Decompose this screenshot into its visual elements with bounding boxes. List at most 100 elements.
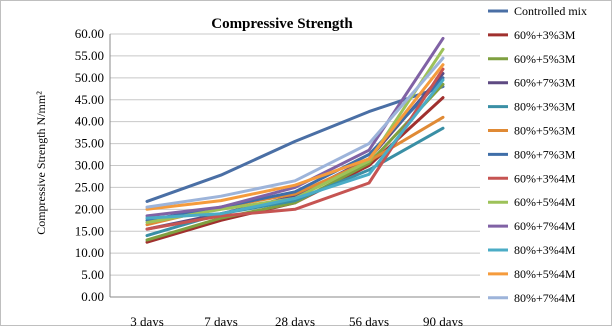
data-point (145, 241, 149, 244)
data-point (367, 168, 371, 172)
legend-item: 60%+3%4M (488, 171, 576, 185)
data-point (441, 72, 445, 75)
y-tick-label: 0.00 (81, 289, 104, 304)
data-point (145, 214, 149, 218)
data-point (219, 208, 223, 211)
data-point (441, 37, 445, 40)
data-point (145, 216, 149, 220)
legend-item: Controlled mix (488, 4, 587, 18)
data-point (441, 116, 445, 119)
data-point (219, 194, 223, 198)
data-point (145, 208, 149, 211)
data-point (441, 76, 445, 80)
data-point (293, 208, 297, 211)
x-tick-label: 56 days (349, 314, 389, 326)
legend-label: 60%+3%4M (514, 171, 576, 185)
y-tick-label: 15.00 (75, 223, 104, 238)
data-point (145, 221, 149, 224)
legend-item: 80%+7%4M (488, 291, 576, 305)
legend-label: Controlled mix (514, 4, 587, 18)
y-tick-label: 50.00 (75, 70, 104, 85)
legend-item: 60%+5%3M (488, 52, 576, 66)
data-point (441, 56, 445, 60)
data-point (145, 205, 149, 209)
data-point (441, 67, 445, 71)
data-point (367, 110, 371, 113)
data-point (145, 238, 149, 242)
y-tick-label: 20.00 (75, 201, 104, 216)
legend-label: 80%+3%4M (514, 243, 576, 257)
data-point (145, 234, 149, 237)
data-point (441, 48, 445, 51)
y-tick-label: 30.00 (75, 158, 104, 173)
legend-item: 60%+3%3M (488, 28, 576, 42)
legend-label: 80%+5%4M (514, 267, 576, 281)
legend-item: 80%+7%3M (488, 147, 576, 161)
legend-label: 80%+3%3M (514, 100, 576, 114)
legend-label: 60%+5%4M (514, 195, 576, 209)
data-point (367, 173, 371, 176)
legend-item: 80%+3%3M (488, 100, 576, 114)
data-point (441, 63, 445, 66)
data-point (367, 157, 371, 161)
data-point (367, 148, 371, 152)
legend-item: 60%+7%3M (488, 76, 576, 90)
y-axis: 0.00 5.00 10.00 15.00 20.00 25.00 30.00 35.00 40… (75, 26, 111, 304)
y-tick-label: 35.00 (75, 136, 104, 151)
data-point (145, 227, 149, 231)
legend-item: 80%+3%4M (488, 243, 576, 257)
x-tick-label: 3 days (130, 314, 164, 326)
y-tick-label: 10.00 (75, 245, 104, 260)
data-point (293, 140, 297, 143)
legend: Controlled mix 60%+3%3M 60%+5%3M 60%+7%3M 80… (488, 4, 587, 305)
legend-label: 60%+7%4M (514, 219, 576, 233)
y-tick-label: 55.00 (75, 48, 104, 63)
legend-item: 80%+5%3M (488, 124, 576, 138)
x-tick-label: 28 days (275, 314, 315, 326)
data-point (145, 223, 149, 226)
legend-label: 80%+7%4M (514, 291, 576, 305)
y-tick-label: 5.00 (81, 267, 104, 282)
data-point (441, 78, 445, 82)
legend-label: 60%+3%3M (514, 28, 576, 42)
data-point (293, 179, 297, 183)
data-point (293, 184, 297, 187)
data-point (219, 212, 223, 215)
legend-label: 80%+5%3M (514, 124, 576, 138)
data-point (293, 197, 297, 200)
y-axis-label: Compressive Strength N/mm² (34, 91, 48, 235)
legend-item: 80%+5%4M (488, 267, 576, 281)
series-lines (145, 36, 445, 244)
data-point (219, 214, 223, 218)
y-tick-label: 40.00 (75, 114, 104, 129)
x-tick-label: 90 days (423, 314, 463, 326)
data-point (441, 127, 445, 130)
legend-item: 60%+5%4M (488, 195, 576, 209)
legend-label: 60%+5%3M (514, 52, 576, 66)
series-group (145, 63, 445, 211)
legend-label: 80%+7%3M (514, 147, 576, 161)
y-tick-label: 25.00 (75, 179, 104, 194)
legend-item: 60%+7%4M (488, 219, 576, 233)
data-point (367, 153, 371, 156)
data-point (145, 200, 149, 203)
y-tick-label: 45.00 (75, 92, 104, 107)
data-point (441, 83, 445, 86)
series-group (145, 56, 445, 209)
y-tick-label: 60.00 (75, 26, 104, 41)
x-tick-label: 7 days (204, 314, 238, 326)
data-point (367, 142, 371, 145)
data-point (219, 205, 223, 209)
legend-label: 60%+7%3M (514, 76, 576, 90)
x-axis: 3 days 7 days 28 days 56 days 90 days (110, 296, 480, 329)
data-point (219, 173, 223, 177)
chart-title: Compressive Strength (211, 16, 353, 32)
series-group (145, 78, 445, 220)
data-point (293, 190, 297, 193)
data-point (367, 181, 371, 185)
data-point (441, 96, 445, 99)
data-point (219, 199, 223, 202)
